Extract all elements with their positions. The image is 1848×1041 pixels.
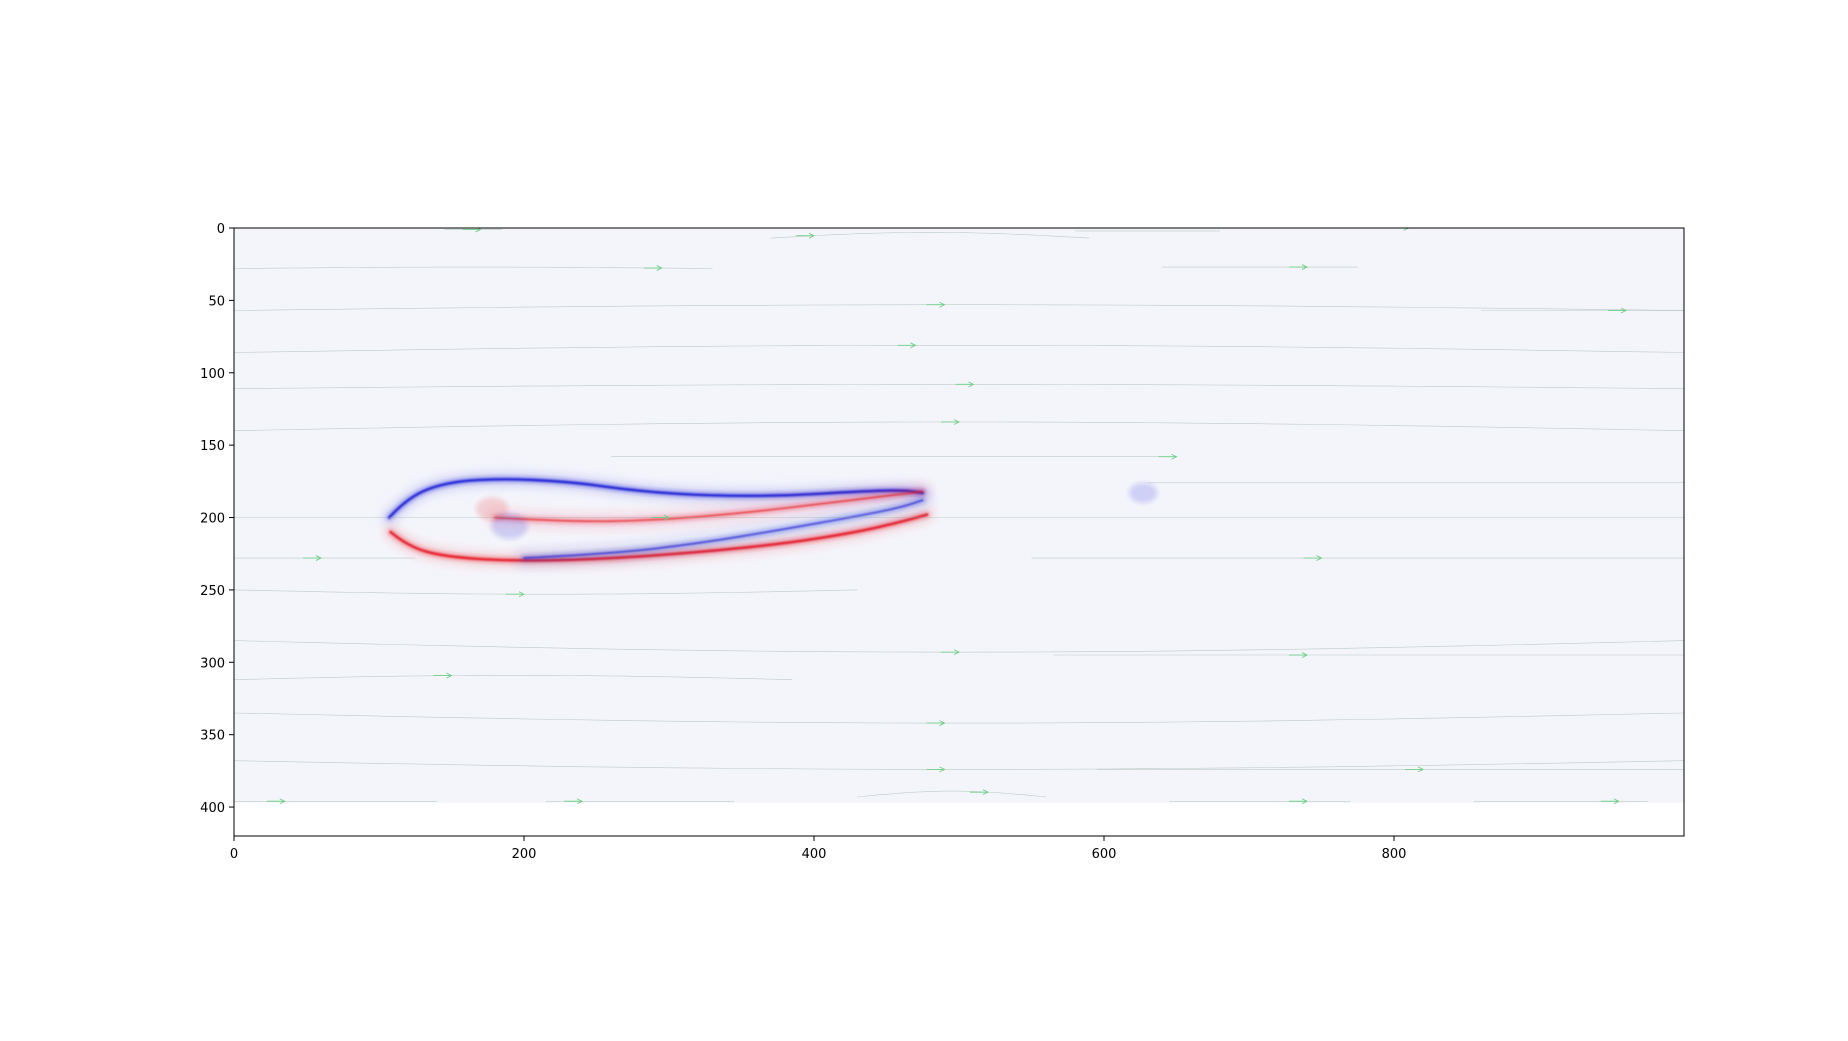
streamlines xyxy=(234,228,1684,805)
streamline-arrow xyxy=(926,720,946,726)
streamline-arrow xyxy=(926,766,946,773)
streamline-arrow xyxy=(1289,652,1309,658)
streamline xyxy=(234,381,1684,389)
streamline xyxy=(611,453,1178,460)
streamline-arrow xyxy=(506,591,526,598)
streamline xyxy=(234,760,1684,773)
streamline xyxy=(1473,798,1648,805)
vorticity-field-background xyxy=(234,228,1684,803)
streamline xyxy=(234,301,1684,311)
streamline-arrow xyxy=(1405,766,1425,773)
streamline xyxy=(1162,264,1358,270)
streamline-arrow xyxy=(955,381,975,388)
streamline xyxy=(545,798,735,805)
streamline xyxy=(857,789,1047,798)
streamline-arrow xyxy=(651,514,671,521)
streamline xyxy=(1096,766,1684,773)
streamline-arrow xyxy=(643,265,663,271)
y-tick-label: 300 xyxy=(200,656,225,671)
streamline-arrow xyxy=(897,342,917,349)
streamline xyxy=(234,712,1684,726)
vortex-sheets xyxy=(382,472,1158,568)
streamline-arrow xyxy=(926,301,946,308)
streamline xyxy=(234,265,713,271)
streamline xyxy=(234,555,416,561)
streamline-arrow xyxy=(303,555,323,561)
streamline xyxy=(1031,555,1684,561)
streamline xyxy=(234,342,1684,353)
plot-area xyxy=(234,228,1684,805)
x-tick-label: 400 xyxy=(802,847,827,862)
streamline-arrow xyxy=(462,228,482,233)
streamline xyxy=(1481,307,1684,314)
x-axis: 0 200 400 600 800 xyxy=(230,836,1407,862)
y-tick-label: 0 xyxy=(217,222,225,237)
y-tick-label: 150 xyxy=(200,439,225,454)
streamline xyxy=(234,672,793,680)
x-tick-label: 0 xyxy=(230,847,238,862)
streamline xyxy=(234,589,858,598)
vortex-sheet-negative xyxy=(515,491,932,568)
streamline-arrow xyxy=(796,232,816,239)
streamline xyxy=(234,640,1684,656)
streamline-arrow xyxy=(1303,555,1323,561)
y-tick-label: 400 xyxy=(200,801,225,816)
streamline-arrow xyxy=(1608,307,1628,314)
streamline-arrow xyxy=(941,419,961,425)
x-tick-label: 800 xyxy=(1382,847,1407,862)
y-tick-label: 50 xyxy=(208,294,225,309)
streamline-arrow xyxy=(564,798,584,805)
streamline xyxy=(770,231,1090,239)
streamline xyxy=(234,419,1684,431)
y-tick-label: 350 xyxy=(200,729,225,744)
streamline-arrow xyxy=(1390,228,1410,231)
x-tick-label: 200 xyxy=(512,847,537,862)
streamline-arrow xyxy=(433,672,453,679)
y-tick-label: 200 xyxy=(200,512,225,527)
streamline-arrow xyxy=(970,789,990,796)
streamline-arrow xyxy=(1158,453,1178,460)
streamline xyxy=(234,798,437,805)
streamline xyxy=(1336,228,1438,231)
x-tick-label: 600 xyxy=(1092,847,1117,862)
y-tick-label: 250 xyxy=(200,584,225,599)
wake-vortex-positive xyxy=(475,497,509,521)
wake-vortex-negative xyxy=(1128,482,1158,504)
streamline-arrow xyxy=(941,649,961,656)
streamline-arrow xyxy=(1600,798,1620,805)
streamline-arrow xyxy=(266,798,286,805)
streamline xyxy=(234,514,1684,521)
streamline xyxy=(444,228,503,233)
wake-vortex-negative xyxy=(491,513,528,540)
vortex-sheet-positive xyxy=(486,482,932,531)
axes-frame xyxy=(233,227,1685,837)
streamline-arrow xyxy=(1289,798,1309,805)
streamline xyxy=(1053,652,1684,658)
streamline xyxy=(1169,798,1351,805)
y-axis: 0 50 100 150 200 250 300 350 400 xyxy=(200,222,234,816)
y-tick-label: 100 xyxy=(200,367,225,382)
streamline-arrow xyxy=(1289,264,1309,270)
